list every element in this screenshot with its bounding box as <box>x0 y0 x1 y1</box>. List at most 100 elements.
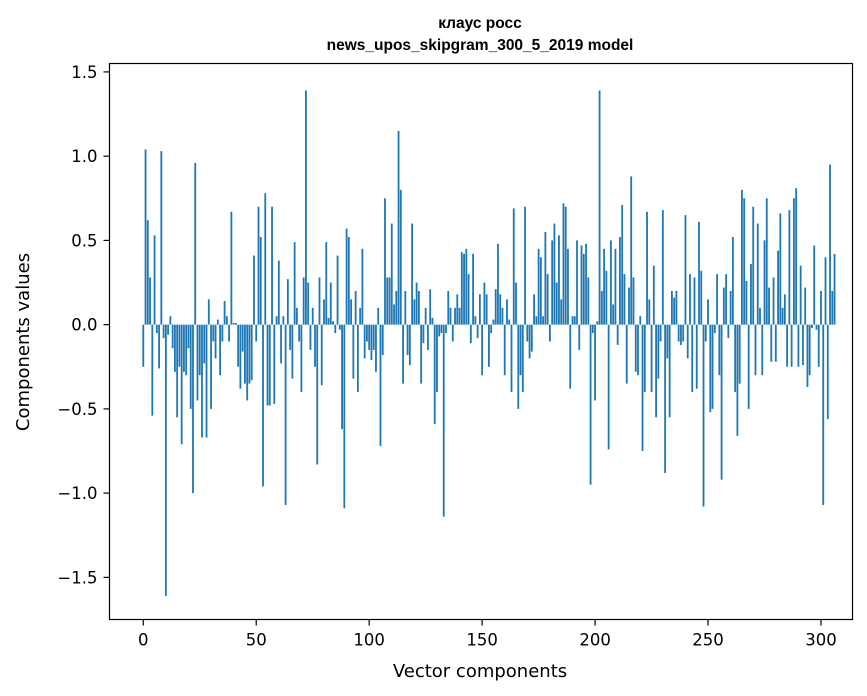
bar <box>689 274 691 325</box>
bar <box>474 316 477 325</box>
bar <box>634 324 637 372</box>
bar <box>652 265 655 325</box>
bar <box>747 324 750 409</box>
bar <box>833 253 836 325</box>
bar <box>246 324 249 401</box>
bar <box>160 151 163 325</box>
bar <box>164 324 167 596</box>
bar <box>822 324 825 505</box>
x-tick-label: 200 <box>579 631 611 650</box>
bar <box>510 324 513 393</box>
bar <box>395 290 398 325</box>
bar <box>655 324 657 418</box>
bar <box>469 324 472 344</box>
bar <box>424 307 427 325</box>
bar <box>352 324 355 379</box>
bar <box>381 324 384 355</box>
bar <box>440 324 443 334</box>
bar <box>607 324 610 450</box>
y-axis-label: Components values <box>13 253 34 431</box>
bar <box>628 287 630 325</box>
y-tick-label: 0.5 <box>71 231 97 250</box>
bar <box>734 324 737 393</box>
bar <box>530 324 533 352</box>
bar <box>404 290 407 325</box>
bar <box>503 324 506 376</box>
bar <box>478 294 481 325</box>
bar <box>614 248 617 325</box>
bar <box>695 324 698 389</box>
bar <box>422 324 425 344</box>
bar <box>781 307 784 325</box>
bar <box>427 324 429 350</box>
bar <box>609 240 612 325</box>
bar <box>223 301 226 325</box>
bar <box>571 316 574 325</box>
bar <box>711 324 714 409</box>
bar <box>492 319 495 325</box>
bar <box>619 237 621 325</box>
bar <box>196 324 199 401</box>
bar <box>219 324 221 376</box>
bar <box>361 248 364 325</box>
bar <box>804 287 807 325</box>
bar <box>451 324 454 342</box>
bar <box>675 290 678 325</box>
bar <box>680 324 682 345</box>
bar <box>598 90 601 325</box>
bar <box>327 317 330 325</box>
bar <box>526 324 529 342</box>
bar <box>275 316 278 325</box>
bar <box>442 324 445 517</box>
bar <box>718 324 721 376</box>
bar <box>544 231 547 325</box>
bar <box>745 280 748 325</box>
bar <box>460 252 463 325</box>
bar <box>761 324 764 376</box>
bar <box>549 324 551 342</box>
bar <box>347 237 350 325</box>
bar <box>698 221 700 325</box>
bar <box>334 324 337 334</box>
bar <box>162 324 165 339</box>
bar <box>431 317 434 325</box>
bar <box>314 324 316 367</box>
bar <box>630 176 633 325</box>
bar <box>456 294 459 325</box>
bar <box>293 242 296 325</box>
bar <box>650 324 653 393</box>
bar <box>214 324 217 359</box>
bar <box>415 282 418 325</box>
bar <box>253 255 255 325</box>
bar <box>582 253 585 325</box>
bar <box>354 290 357 325</box>
bar <box>524 206 526 325</box>
bar <box>736 324 739 436</box>
bar <box>266 324 269 406</box>
bar <box>713 324 716 334</box>
bar <box>670 290 673 325</box>
bar <box>167 324 170 335</box>
bar <box>677 324 680 342</box>
bar <box>788 210 791 325</box>
bar <box>300 324 303 393</box>
bar <box>221 324 224 342</box>
bar <box>576 240 578 325</box>
bar <box>589 324 592 485</box>
bar <box>149 277 151 325</box>
bar <box>341 324 343 430</box>
bar <box>465 248 468 325</box>
bar <box>298 324 301 342</box>
bar <box>311 307 314 325</box>
y-tick-label: 1.5 <box>71 63 97 82</box>
bar <box>743 198 746 325</box>
bar <box>142 324 145 367</box>
bar <box>375 324 377 372</box>
bar <box>467 274 470 325</box>
bar <box>372 324 375 350</box>
bar <box>786 324 789 367</box>
bar <box>408 324 411 366</box>
bar <box>537 248 540 325</box>
bar <box>637 324 639 376</box>
